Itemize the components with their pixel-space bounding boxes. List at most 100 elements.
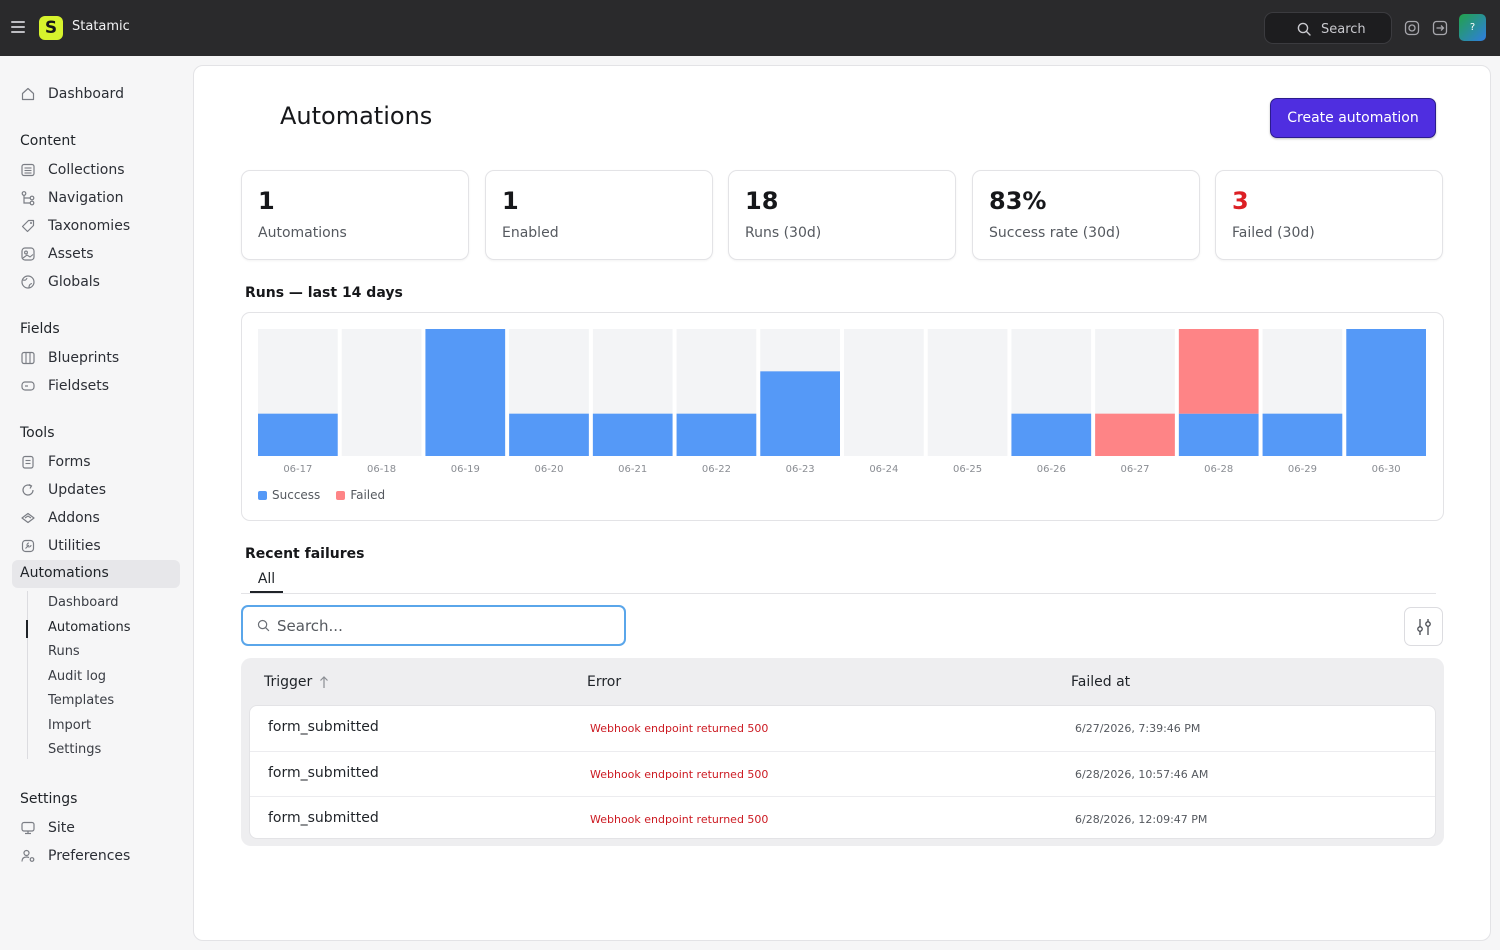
column-header-failed-at[interactable]: Failed at (1071, 674, 1131, 690)
global-search-button[interactable]: Search (1264, 12, 1392, 44)
table-row[interactable]: form_submitted Webhook endpoint returned… (250, 751, 1435, 796)
arrow-up-icon[interactable] (319, 675, 329, 689)
brand-name[interactable]: Statamic (72, 19, 130, 34)
sidebar-item-label: Preferences (48, 848, 131, 864)
sidebar-item-dashboard[interactable]: Dashboard (20, 83, 124, 105)
legend-label: Failed (350, 488, 386, 502)
subnav-item-templates[interactable]: Templates (48, 693, 115, 708)
table-body: form_submitted Webhook endpoint returned… (249, 705, 1436, 839)
stat-value: 18 (745, 187, 779, 215)
sliders-icon (1417, 619, 1431, 635)
bar-track (927, 329, 1008, 456)
subnav-item-dashboard[interactable]: Dashboard (48, 595, 119, 610)
subnav-item-automations[interactable]: Automations (48, 620, 131, 635)
stat-value: 83% (989, 187, 1047, 215)
sidebar-item-collections[interactable]: Collections (20, 159, 125, 181)
cell-error: Webhook endpoint returned 500 (590, 813, 769, 826)
bar-success-06-28[interactable] (1178, 413, 1259, 456)
sidebar-item-automations[interactable]: Automations (12, 560, 180, 588)
search-input[interactable] (277, 615, 607, 637)
table-row[interactable]: form_submitted Webhook endpoint returned… (250, 796, 1435, 841)
stat-value: 3 (1232, 187, 1249, 215)
tab-all[interactable]: All (250, 571, 283, 593)
statamic-logo[interactable]: S (39, 16, 63, 40)
subnav-item-audit-log[interactable]: Audit log (48, 669, 107, 684)
failures-search-box (241, 605, 626, 646)
subnav-item-import[interactable]: Import (48, 718, 92, 733)
sidebar-item-label: Forms (48, 454, 91, 470)
stat-label: Automations (258, 225, 347, 241)
sidebar-item-blueprints[interactable]: Blueprints (20, 347, 119, 369)
subnav-item-runs[interactable]: Runs (48, 644, 80, 659)
x-tick-label: 06-26 (1037, 464, 1066, 475)
x-tick-label: 06-27 (1120, 464, 1149, 475)
chart-title: Runs — last 14 days (245, 285, 403, 301)
create-automation-button[interactable]: Create automation (1270, 98, 1436, 138)
bar-failed-06-27[interactable] (1095, 413, 1175, 456)
legend-label: Success (272, 488, 321, 502)
bar-success-06-19[interactable] (425, 329, 506, 456)
sidebar-item-taxonomies[interactable]: Taxonomies (20, 215, 130, 237)
page-title: Automations (280, 102, 433, 130)
home-icon (21, 87, 35, 101)
list-icon (21, 163, 35, 177)
sidebar: Dashboard Content Collections Navigation… (0, 56, 192, 950)
exit-icon[interactable] (1432, 20, 1448, 36)
bar-success-06-21[interactable] (592, 413, 673, 456)
column-header-trigger[interactable]: Trigger (264, 674, 313, 690)
sidebar-item-utilities[interactable]: Utilities (20, 535, 101, 557)
sidebar-item-updates[interactable]: Updates (20, 479, 106, 501)
search-icon (257, 619, 270, 632)
sidebar-item-site[interactable]: Site (20, 817, 75, 839)
bar-track (341, 329, 422, 456)
section-title-content: Content (20, 133, 76, 149)
legend-item-failed: Failed (336, 488, 385, 502)
avatar[interactable]: ? (1459, 14, 1486, 41)
wrench-icon (21, 539, 35, 553)
stat-card-success-rate: 83% Success rate (30d) (972, 170, 1200, 260)
filter-button[interactable] (1404, 607, 1443, 646)
cell-error: Webhook endpoint returned 500 (590, 722, 769, 735)
sidebar-item-fieldsets[interactable]: Fieldsets (20, 375, 109, 397)
sidebar-item-preferences[interactable]: Preferences (20, 845, 130, 867)
section-title-fields: Fields (20, 321, 60, 337)
bar-success-06-29[interactable] (1262, 413, 1343, 456)
bar-failed-06-28[interactable] (1178, 329, 1259, 414)
table-row[interactable]: form_submitted Webhook endpoint returned… (250, 706, 1435, 751)
clipboard-icon (22, 455, 34, 469)
refresh-icon (22, 483, 34, 496)
main-panel: Automations Create automation 1 Automati… (193, 65, 1491, 941)
sidebar-item-label: Site (48, 820, 75, 836)
subnav-item-settings[interactable]: Settings (48, 742, 102, 757)
stat-label: Success rate (30d) (989, 225, 1121, 241)
stat-card-failed: 3 Failed (30d) (1215, 170, 1443, 260)
bar-success-06-26[interactable] (1011, 413, 1092, 456)
sidebar-item-globals[interactable]: Globals (20, 271, 100, 293)
x-tick-label: 06-18 (367, 464, 396, 475)
sidebar-item-assets[interactable]: Assets (20, 243, 94, 265)
legend-swatch (336, 490, 346, 500)
runs-chart-card: 06-17 06-18 06-19 06-20 06-21 06-22 06-23 06-24… (241, 312, 1444, 521)
bar-success-06-23[interactable] (760, 371, 840, 456)
x-tick-label: 06-21 (618, 464, 647, 475)
sidebar-item-label: Globals (48, 274, 100, 290)
sidebar-item-forms[interactable]: Forms (20, 451, 91, 473)
lifebuoy-icon[interactable] (1404, 20, 1420, 36)
stat-card-automations: 1 Automations (241, 170, 469, 260)
bar-success-06-22[interactable] (676, 413, 757, 456)
x-tick-label: 06-30 (1372, 464, 1401, 475)
x-tick-label: 06-19 (451, 464, 480, 475)
sidebar-item-label: Fieldsets (48, 378, 110, 394)
hamburger-icon[interactable] (11, 21, 25, 33)
stat-label: Runs (30d) (745, 225, 822, 241)
stat-card-enabled: 1 Enabled (485, 170, 713, 260)
sidebar-item-addons[interactable]: Addons (20, 507, 100, 529)
fieldset-icon (21, 381, 35, 391)
column-header-error[interactable]: Error (587, 674, 622, 690)
cell-failed-at: 6/28/2026, 10:57:46 AM (1075, 768, 1209, 781)
bar-success-06-20[interactable] (509, 413, 589, 456)
bar-success-06-17[interactable] (258, 413, 338, 456)
sidebar-item-navigation[interactable]: Navigation (20, 187, 124, 209)
subnav-divider (27, 591, 28, 759)
bar-success-06-30[interactable] (1346, 329, 1426, 456)
